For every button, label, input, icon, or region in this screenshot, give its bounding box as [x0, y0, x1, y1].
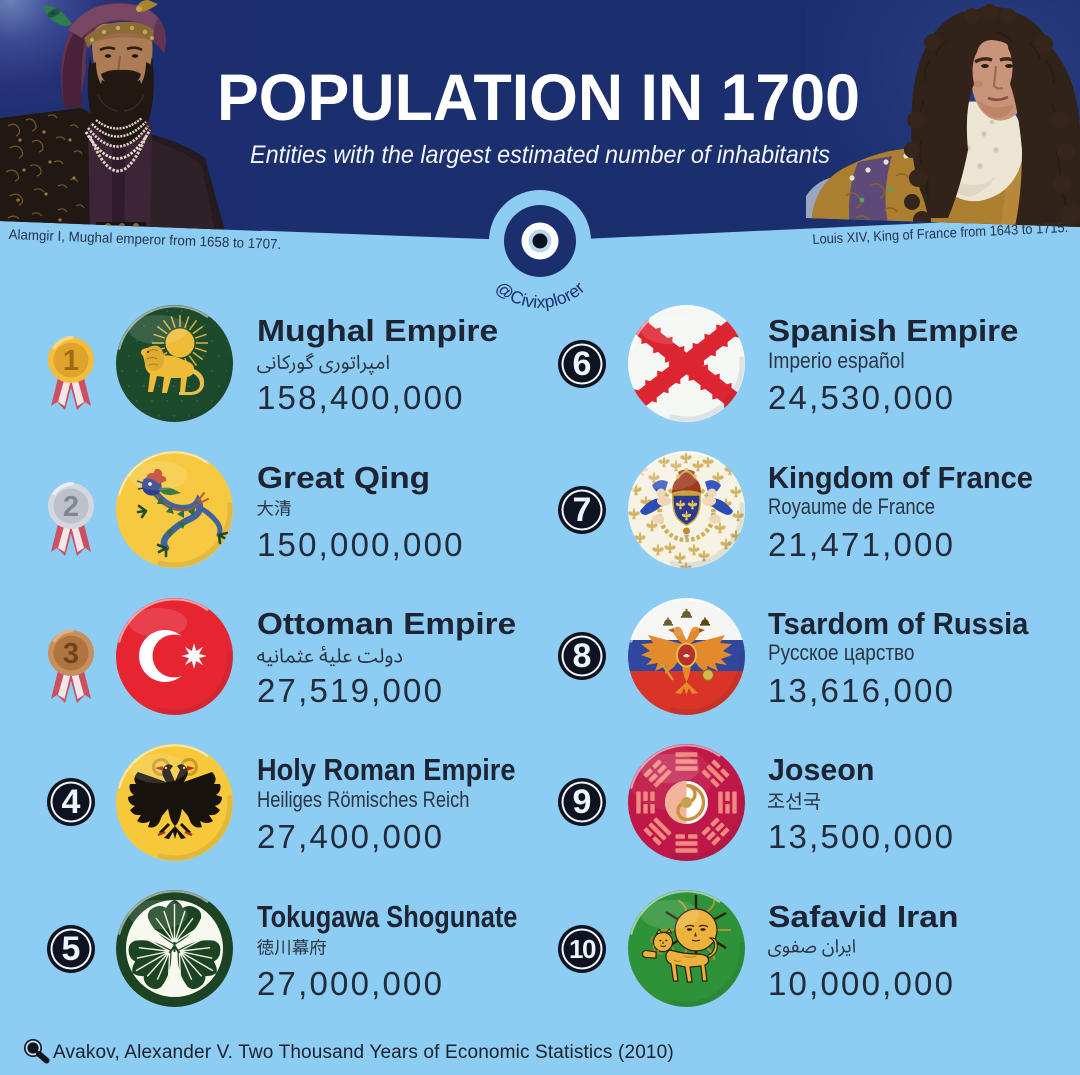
svg-text:3: 3	[63, 638, 79, 670]
svg-text:POPULATION IN 1700: POPULATION IN 1700	[217, 60, 860, 134]
svg-text:Entities with the largest esti: Entities with the largest estimated numb…	[250, 141, 830, 169]
svg-text:2: 2	[63, 491, 79, 523]
svg-text:1: 1	[63, 345, 79, 377]
